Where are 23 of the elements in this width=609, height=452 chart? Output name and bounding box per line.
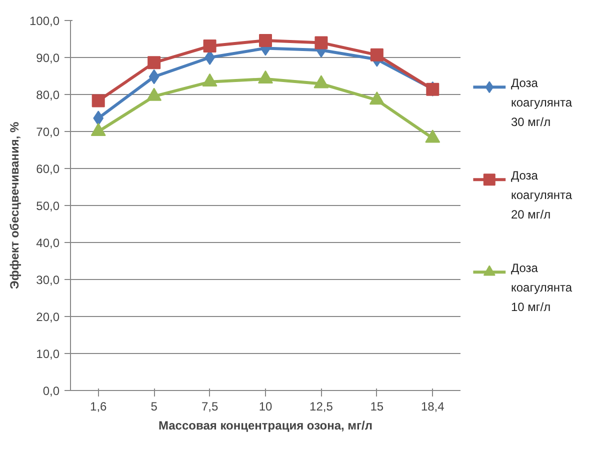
- x-tick-label: 7,5: [201, 400, 218, 414]
- x-axis-title: Массовая концентрация озона, мг/л: [158, 418, 373, 432]
- y-tick-label: 100,0: [29, 14, 60, 28]
- y-axis-title: Эффект обесцвечивания, %: [7, 121, 22, 290]
- y-tick-label: 20,0: [36, 310, 60, 324]
- y-tick-label: 70,0: [36, 125, 60, 139]
- y-tick-label: 80,0: [36, 88, 60, 102]
- x-tick-label: 1,6: [90, 400, 108, 414]
- y-tick-label: 10,0: [36, 347, 60, 361]
- legend-label: Доза коагулянта 30 мг/л: [511, 76, 572, 130]
- x-tick-label: 18,4: [420, 400, 445, 414]
- y-tick-label: 40,0: [36, 236, 60, 250]
- legend-label: Доза коагулянта 10 мг/л: [511, 261, 572, 314]
- y-tick-label: 60,0: [36, 162, 60, 176]
- y-tick-label: 50,0: [36, 199, 60, 213]
- y-tick-label: 30,0: [36, 273, 60, 287]
- y-tick-label: 90,0: [36, 51, 60, 65]
- x-tick-label: 10: [258, 400, 272, 414]
- legend-label: Доза коагулянта 20 мг/л: [511, 168, 572, 222]
- x-tick-label: 5: [150, 400, 158, 414]
- x-tick-label: 12,5: [310, 400, 334, 414]
- x-tick-label: 15: [370, 400, 384, 414]
- y-tick-label: 0,0: [42, 384, 60, 398]
